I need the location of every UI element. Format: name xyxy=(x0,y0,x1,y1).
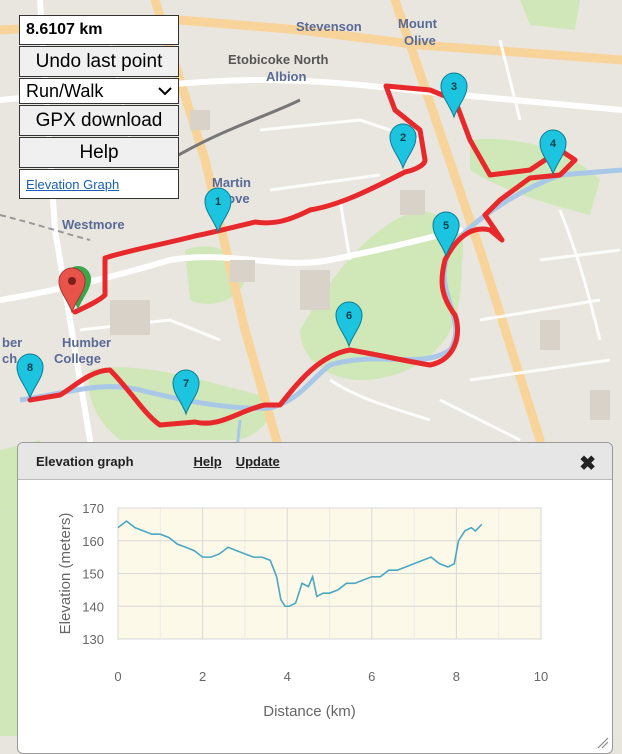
y-tick-label: 160 xyxy=(82,534,104,549)
map-label: Albion xyxy=(266,69,306,84)
marker-label: 5 xyxy=(443,220,449,232)
map-label: Etobicoke North xyxy=(228,52,328,67)
map-label: Olive xyxy=(404,33,436,48)
map-label: Westmore xyxy=(62,217,125,232)
y-tick-label: 140 xyxy=(82,599,104,614)
marker-label: 2 xyxy=(400,132,406,144)
map-label: ch xyxy=(2,351,17,366)
x-tick-label: 10 xyxy=(534,669,548,684)
route-marker-1[interactable]: 1 xyxy=(204,187,232,234)
elevation-graph-link[interactable]: Elevation Graph xyxy=(26,177,120,192)
map-label: Mount xyxy=(398,16,438,31)
y-tick-label: 170 xyxy=(82,501,104,516)
marker-label: 8 xyxy=(27,362,33,374)
mode-select[interactable]: Run/Walk xyxy=(19,78,179,104)
resize-handle-icon[interactable] xyxy=(597,737,609,749)
route-marker-8[interactable]: 8 xyxy=(16,353,44,400)
gpx-download-button[interactable]: GPX download xyxy=(19,105,179,136)
route-marker-6[interactable]: 6 xyxy=(335,301,363,348)
map-label: ber xyxy=(2,335,22,350)
help-button[interactable]: Help xyxy=(19,137,179,168)
start-marker[interactable] xyxy=(58,266,91,314)
route-marker-3[interactable]: 3 xyxy=(440,72,468,119)
map-label: Martin xyxy=(212,175,251,190)
map-label: Humber xyxy=(62,335,111,350)
route-marker-7[interactable]: 7 xyxy=(172,369,200,416)
chevron-down-icon xyxy=(158,87,172,96)
map-label: College xyxy=(54,351,101,366)
y-axis-label: Elevation (meters) xyxy=(57,513,74,635)
x-tick-label: 2 xyxy=(199,669,206,684)
marker-label: 1 xyxy=(215,196,221,208)
y-tick-label: 150 xyxy=(82,567,104,582)
elevation-help-link[interactable]: Help xyxy=(193,453,222,469)
marker-label: 7 xyxy=(183,378,189,390)
elevation-window-title: Elevation graph xyxy=(36,453,134,469)
y-tick-label: 130 xyxy=(82,632,104,647)
x-tick-label: 8 xyxy=(453,669,460,684)
elevation-update-link[interactable]: Update xyxy=(235,453,280,469)
route-marker-4[interactable]: 4 xyxy=(539,129,567,176)
x-axis-label: Distance (km) xyxy=(263,703,356,720)
distance-readout: 8.6107 km xyxy=(19,15,179,45)
close-icon[interactable]: ✖ xyxy=(579,453,596,475)
marker-label: 3 xyxy=(451,81,457,93)
elevation-series-line xyxy=(117,520,483,608)
route-panel: 8.6107 km Undo last point Run/Walk GPX d… xyxy=(19,15,179,200)
x-tick-label: 0 xyxy=(114,669,121,684)
marker-label: 4 xyxy=(550,138,557,150)
route-line xyxy=(27,83,578,428)
elevation-window-header[interactable]: Elevation graph Help Update ✖ xyxy=(18,443,612,480)
route-marker-2[interactable]: 2 xyxy=(389,123,417,170)
undo-button[interactable]: Undo last point xyxy=(19,46,179,77)
elevation-chart: 130 140 150 160 170 0 2 4 6 8 10 Distance (km) Eleva… xyxy=(57,501,609,749)
elevation-window: Elevation graph Help Update ✖ 130 140 150 1… xyxy=(17,442,613,754)
elevation-link-box: Elevation Graph xyxy=(19,169,179,199)
x-tick-label: 6 xyxy=(368,669,375,684)
route-marker-5[interactable]: 5 xyxy=(432,211,460,258)
x-tick-label: 4 xyxy=(284,669,291,684)
marker-label: 6 xyxy=(346,310,352,322)
map-label: Stevenson xyxy=(296,19,362,34)
mode-value: Run/Walk xyxy=(26,80,104,101)
